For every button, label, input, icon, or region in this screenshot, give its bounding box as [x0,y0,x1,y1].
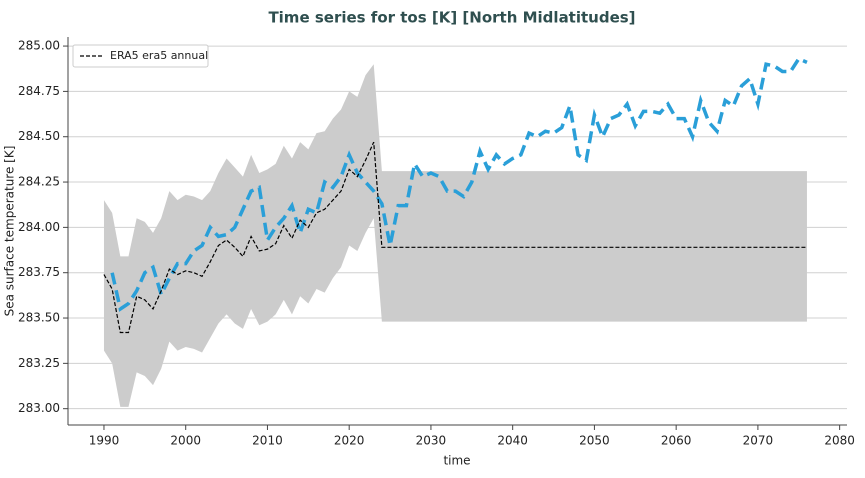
x-tick-label: 2010 [252,434,283,448]
y-tick-label: 283.75 [18,265,60,279]
y-tick-label: 284.75 [18,84,60,98]
x-tick-label: 2000 [170,434,201,448]
x-tick-label: 2060 [661,434,692,448]
chart-title: Time series for tos [K] [North Midlatitu… [268,9,635,27]
x-tick-label: 2020 [334,434,365,448]
legend-box [72,44,209,68]
x-tick-label: 2050 [579,434,610,448]
y-tick-label: 284.00 [18,220,60,234]
y-tick-label: 283.50 [18,311,60,325]
legend-label: ERA5 era5 annual [110,49,208,62]
y-tick-label: 283.25 [18,356,60,370]
y-tick-label: 283.00 [18,401,60,415]
x-tick-label: 2070 [743,434,774,448]
uncertainty-band [103,64,807,407]
y-tick-label: 284.25 [18,175,60,189]
x-tick-label: 2040 [497,434,528,448]
y-tick-label: 285.00 [18,39,60,53]
y-axis-label: Sea surface temperature [K] [3,146,17,317]
x-tick-label: 2080 [824,434,855,448]
x-tick-label: 2030 [416,434,447,448]
data-line [110,56,808,312]
x-axis-label: time [443,454,470,468]
data-line [103,141,807,334]
y-tick-label: 284.50 [18,129,60,143]
x-tick-label: 1990 [89,434,120,448]
